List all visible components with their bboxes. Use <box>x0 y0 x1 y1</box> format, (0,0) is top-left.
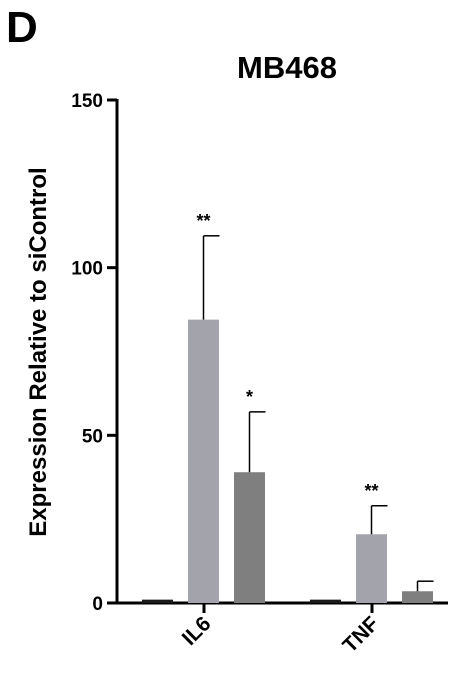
bar <box>188 319 219 603</box>
x-tick-label: TNF <box>338 612 383 657</box>
bar <box>234 472 265 603</box>
y-tick-label: 50 <box>82 426 103 447</box>
y-tick-label: 100 <box>71 259 103 280</box>
bar <box>142 599 173 603</box>
y-tick-label: 150 <box>71 91 103 112</box>
x-tick-label: IL6 <box>178 612 216 650</box>
significance-marker: ** <box>196 211 210 231</box>
significance-marker: ** <box>364 481 378 501</box>
bar <box>402 591 433 603</box>
significance-marker: * <box>246 387 253 407</box>
y-axis-label: Expression Relative to siControl <box>25 167 52 536</box>
bar <box>310 599 341 603</box>
y-tick-label: 0 <box>92 594 103 615</box>
chart-title: MB468 <box>237 50 337 85</box>
panel-label: D <box>6 3 38 52</box>
bar <box>356 534 387 603</box>
